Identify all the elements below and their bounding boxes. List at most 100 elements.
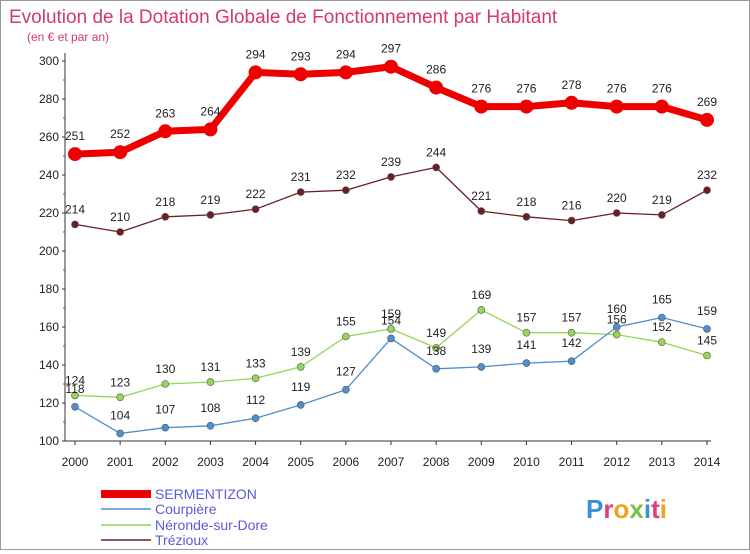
data-label: 157 xyxy=(516,311,536,325)
data-label: 130 xyxy=(155,362,175,376)
x-tick-label: 2011 xyxy=(559,455,585,469)
logo-letter: o xyxy=(613,494,629,524)
data-point xyxy=(113,145,128,160)
data-point xyxy=(658,211,666,219)
y-tick-label: 280 xyxy=(39,92,59,106)
data-point xyxy=(68,147,82,162)
legend-label: SERMENTIZON xyxy=(155,486,257,502)
data-point xyxy=(251,374,260,383)
data-label: 119 xyxy=(291,380,310,394)
x-tick-label: 2014 xyxy=(694,455,721,469)
data-point xyxy=(206,211,215,219)
data-label: 264 xyxy=(200,104,220,118)
y-tick-label: 180 xyxy=(39,282,59,296)
data-point xyxy=(477,207,486,215)
data-label: 107 xyxy=(155,403,175,417)
data-label: 278 xyxy=(562,78,582,92)
data-label: 220 xyxy=(607,191,627,205)
data-point xyxy=(161,380,170,388)
data-label: 276 xyxy=(471,82,491,96)
logo-letter: r xyxy=(603,494,613,524)
data-label: 127 xyxy=(336,365,356,379)
data-label: 239 xyxy=(381,155,401,169)
data-label: 251 xyxy=(65,129,85,143)
data-point xyxy=(384,59,398,74)
data-label: 139 xyxy=(471,342,491,356)
data-point xyxy=(612,323,621,331)
x-tick-label: 2010 xyxy=(513,455,540,469)
x-tick-label: 2004 xyxy=(242,455,269,469)
data-label: 112 xyxy=(246,393,265,407)
data-label: 221 xyxy=(471,189,491,203)
data-point xyxy=(342,385,350,394)
data-point xyxy=(296,363,305,371)
x-tick-label: 2008 xyxy=(423,455,450,469)
x-tick-label: 2006 xyxy=(333,455,360,469)
data-point xyxy=(203,122,218,137)
legend-label: Néronde-sur-Dore xyxy=(155,517,268,533)
x-tick-label: 2002 xyxy=(152,455,179,469)
data-point xyxy=(658,338,666,347)
data-label: 244 xyxy=(426,145,446,159)
data-label: 155 xyxy=(336,315,356,329)
y-tick-label: 220 xyxy=(39,206,59,220)
data-point xyxy=(519,99,534,114)
data-point xyxy=(432,344,440,352)
data-label: 141 xyxy=(516,338,536,352)
data-point xyxy=(71,402,79,411)
data-point xyxy=(474,99,489,114)
y-tick-label: 240 xyxy=(39,168,59,182)
data-point xyxy=(116,429,124,438)
data-label: 286 xyxy=(426,63,446,77)
data-label: 232 xyxy=(336,168,356,182)
y-tick-label: 260 xyxy=(39,130,59,144)
x-tick-label: 2003 xyxy=(197,455,224,469)
data-point xyxy=(700,112,714,127)
data-label: 104 xyxy=(110,408,130,422)
proxiti-logo: Proxiti xyxy=(586,494,667,524)
data-point xyxy=(251,414,260,423)
data-label: 269 xyxy=(697,95,717,109)
data-point xyxy=(522,359,531,367)
data-point xyxy=(567,216,576,225)
data-point xyxy=(654,99,669,114)
data-point xyxy=(342,332,350,341)
data-label: 142 xyxy=(562,336,582,350)
y-tick-label: 100 xyxy=(39,434,59,448)
y-tick-label: 300 xyxy=(39,54,59,68)
data-point xyxy=(703,186,711,194)
data-label: 124 xyxy=(65,373,85,387)
data-point xyxy=(432,163,440,172)
data-point xyxy=(612,209,621,217)
data-label: 160 xyxy=(607,302,627,316)
logo-letter: t xyxy=(651,494,660,524)
data-label: 156 xyxy=(607,313,627,327)
data-label: 159 xyxy=(697,304,717,318)
y-tick-label: 120 xyxy=(39,396,59,410)
data-point xyxy=(703,325,711,333)
data-point xyxy=(116,228,124,236)
data-label: 154 xyxy=(381,313,401,327)
x-tick-label: 2005 xyxy=(287,455,314,469)
legend-label: Trézioux xyxy=(155,532,208,548)
data-label: 157 xyxy=(562,311,582,325)
data-label: 276 xyxy=(516,82,536,96)
data-point xyxy=(522,213,531,221)
data-label: 263 xyxy=(155,106,175,120)
data-point xyxy=(567,357,576,366)
data-label: 145 xyxy=(697,334,717,348)
chart-subtitle: (en € et par an) xyxy=(27,30,109,44)
data-point xyxy=(477,363,486,371)
data-label: 231 xyxy=(291,170,311,184)
series-sermentizon xyxy=(68,59,714,162)
data-point xyxy=(206,421,215,430)
data-label: 131 xyxy=(200,360,220,374)
logo-letter: i xyxy=(660,494,667,524)
data-point xyxy=(293,67,308,82)
logo-letter: x xyxy=(629,494,644,524)
data-point xyxy=(296,188,305,196)
data-label: 108 xyxy=(200,401,220,415)
series-courpi-re xyxy=(71,313,711,438)
